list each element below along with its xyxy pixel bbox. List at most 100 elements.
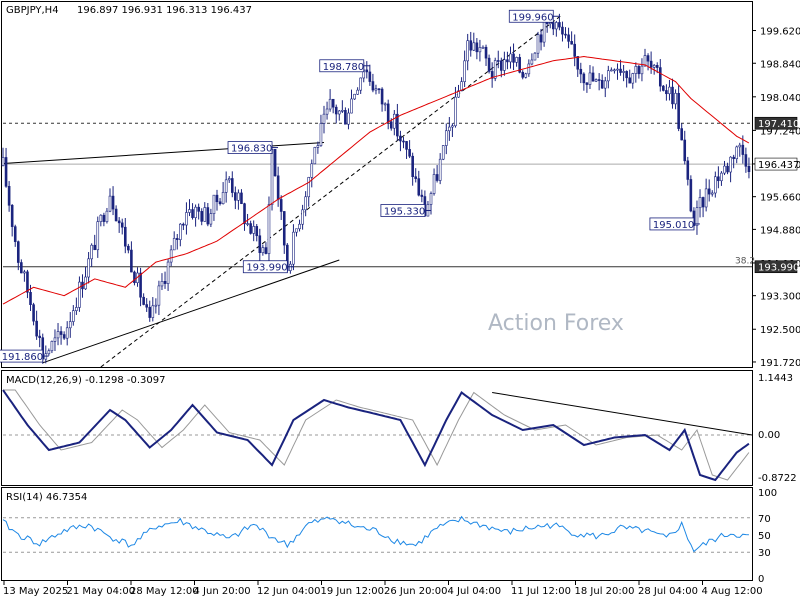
candle-body <box>503 59 506 71</box>
candle-body <box>668 86 671 95</box>
candle-body <box>655 65 659 68</box>
candle-body <box>334 106 338 115</box>
candle-body <box>539 34 543 43</box>
candle-body <box>686 160 690 180</box>
candle-body <box>240 192 243 204</box>
rsi-tick-label: 30 <box>758 548 771 559</box>
candle-body <box>704 188 708 208</box>
candle-body <box>463 60 466 82</box>
candle-body <box>197 206 200 212</box>
candle-body <box>117 220 121 224</box>
candle-body <box>160 281 164 287</box>
candle-body <box>665 90 668 95</box>
candle-body <box>551 22 555 30</box>
candle-body <box>353 93 356 100</box>
time-tick-label: 4 Jun 20:00 <box>194 586 251 597</box>
candle-body <box>454 96 457 127</box>
candle-body <box>175 238 179 240</box>
candle-body <box>652 65 656 68</box>
candle-body <box>726 165 729 173</box>
candle-body <box>377 88 381 91</box>
candle-body <box>567 34 570 42</box>
candle-body <box>646 55 650 62</box>
macd-tick-min: -0.8722 <box>758 473 797 484</box>
candle-body <box>267 204 271 254</box>
lower-trendline <box>42 259 340 364</box>
price-tick-label: 191.720 <box>760 358 800 369</box>
candle-body <box>75 307 78 311</box>
candle-body <box>243 203 246 225</box>
candle-body <box>56 331 60 339</box>
candle-body <box>10 204 14 227</box>
candle-body <box>206 207 210 225</box>
candle-body <box>282 211 286 246</box>
candle-body <box>475 42 479 53</box>
candle-body <box>276 175 280 200</box>
candle-body <box>625 71 628 79</box>
candle-body <box>182 223 185 226</box>
swing-label: 195.010 <box>653 220 694 231</box>
candle-body <box>637 66 641 75</box>
candle-body <box>172 238 176 251</box>
candle-body <box>466 40 469 62</box>
candle-body <box>350 98 353 114</box>
candle-body <box>405 141 408 150</box>
candle-body <box>732 156 735 160</box>
candle-body <box>723 165 726 174</box>
candle-body <box>215 194 219 203</box>
candle-body <box>634 66 638 74</box>
candle-body <box>200 211 204 222</box>
candle-body <box>619 68 622 73</box>
candle-body <box>218 201 222 205</box>
candle-body <box>393 113 396 129</box>
candle-body <box>631 73 635 84</box>
candle-body <box>365 69 369 73</box>
candle-body <box>337 110 341 115</box>
candle-body <box>561 26 564 35</box>
macd-tick-zero: 0.00 <box>758 430 780 441</box>
macd-trendline <box>492 392 753 436</box>
time-tick-label: 4 Aug 12:00 <box>702 586 763 597</box>
candle-body <box>509 53 512 63</box>
candle-body <box>662 85 665 91</box>
candle-body <box>582 73 586 84</box>
candle-body <box>261 247 265 254</box>
price-tick-label: 194.880 <box>760 225 800 236</box>
candle-body <box>59 331 63 335</box>
candle-body <box>448 126 451 132</box>
candle-body <box>432 174 436 194</box>
candle-body <box>383 103 387 106</box>
candle-body <box>512 53 515 63</box>
candle-body <box>237 192 240 201</box>
candle-body <box>53 337 57 342</box>
candle-body <box>246 223 249 225</box>
candle-body <box>616 68 619 71</box>
candle-body <box>316 145 320 148</box>
candle-body <box>741 144 745 155</box>
candle-body <box>313 147 317 165</box>
candle-body <box>328 98 332 110</box>
candle-body <box>451 125 454 128</box>
candle-body <box>7 185 11 206</box>
rsi-tick-label: 70 <box>758 514 771 525</box>
candle-body <box>120 222 124 228</box>
candle-body <box>62 334 66 339</box>
candle-body <box>151 305 155 318</box>
candle-body <box>717 176 720 182</box>
candle-body <box>689 179 693 212</box>
candle-body <box>490 71 494 79</box>
candle-body <box>368 71 372 82</box>
candle-body <box>521 71 525 78</box>
candle-body <box>157 285 161 306</box>
candle-body <box>683 139 687 162</box>
candle-body <box>603 80 607 89</box>
candle-body <box>123 226 127 247</box>
candle-body <box>20 262 23 274</box>
candle-body <box>399 135 402 142</box>
candle-body <box>212 194 216 214</box>
candle-body <box>325 108 329 115</box>
candle-body <box>194 206 197 218</box>
header-ohlc: 196.897 196.931 196.313 196.437 <box>77 5 252 16</box>
candle-body <box>169 249 173 263</box>
candle-body <box>29 292 32 305</box>
